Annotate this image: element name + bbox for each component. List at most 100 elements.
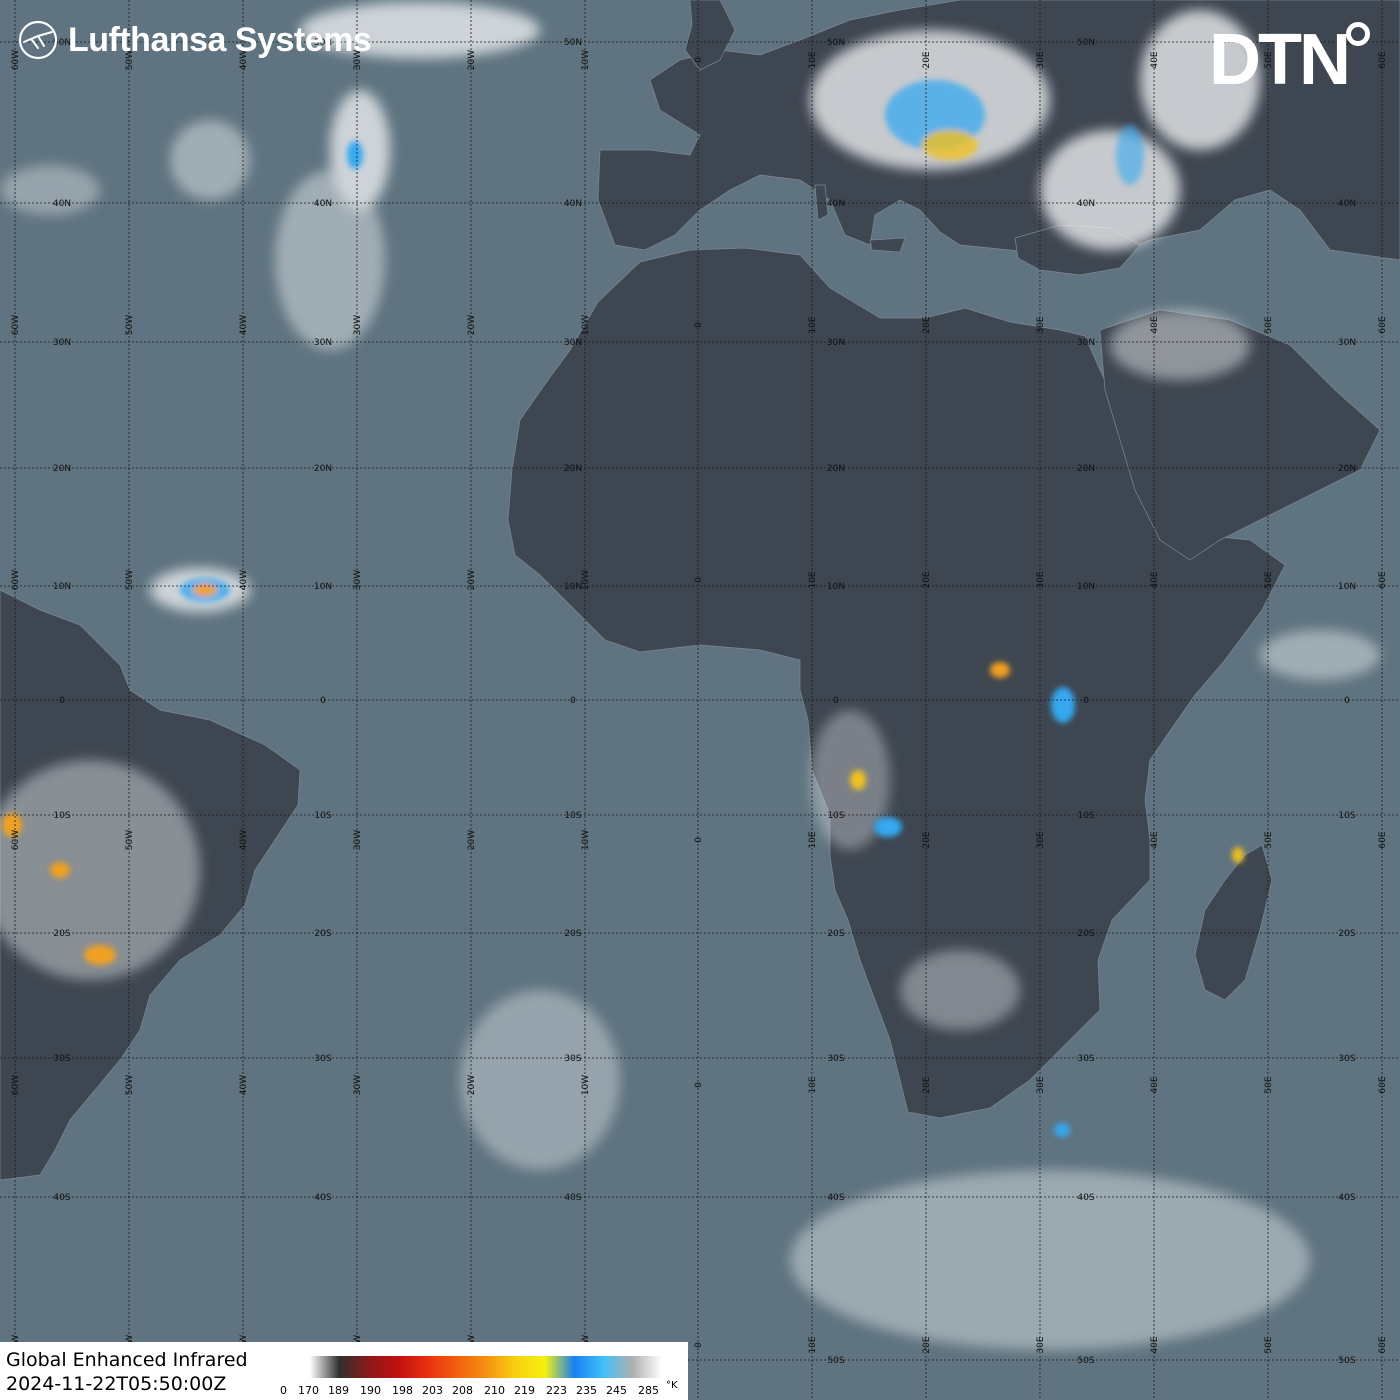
latitude-labels: 50N 50N 50N 50N 50N 50N 40N 40N 40N 40N 40N 40N 30N 3…: [53, 38, 1356, 1366]
longitude-label: 20W: [467, 1075, 477, 1095]
lufthansa-systems-logo: Lufthansa Systems: [18, 18, 372, 62]
latitude-label: 20S: [1338, 929, 1355, 939]
latitude-label: 20S: [564, 929, 581, 939]
latitude-label: 30N: [827, 338, 845, 348]
longitude-label: 60E: [1378, 1076, 1388, 1093]
valid-time: 2024-11-22T05:50:00Z: [6, 1373, 227, 1395]
latitude-label: 50S: [827, 1356, 844, 1366]
latitude-label: 30S: [53, 1054, 70, 1064]
longitude-label: 20E: [922, 831, 932, 848]
latitude-label: 40S: [314, 1193, 331, 1203]
lufthansa-systems-text: Lufthansa Systems: [68, 20, 372, 59]
longitude-label: 50E: [1264, 1336, 1274, 1353]
latitude-label: 20N: [827, 464, 845, 474]
longitude-label: 50E: [1264, 1076, 1274, 1093]
latitude-label: 50S: [1077, 1356, 1094, 1366]
colorbar-tick: 198: [392, 1384, 413, 1397]
latitude-label: 0: [1083, 696, 1089, 706]
latitude-label: 40N: [1077, 199, 1095, 209]
latitude-label: 50N: [1077, 38, 1095, 48]
colorbar-unit: °K: [666, 1380, 678, 1391]
convection-cells: [2, 80, 1244, 1137]
product-title: Global Enhanced Infrared: [6, 1349, 248, 1371]
latitude-label: 20N: [53, 464, 71, 474]
colorbar-tick: 285: [638, 1384, 659, 1397]
latitude-label: 40N: [53, 199, 71, 209]
longitude-label: 60E: [1378, 831, 1388, 848]
latitude-label: 40S: [1338, 1193, 1355, 1203]
latitude-label: 0: [570, 696, 576, 706]
colorbar-tick: 235: [576, 1384, 597, 1397]
longitude-label: 0: [694, 57, 704, 63]
british-isles: [684, 0, 736, 71]
longitude-label: 30W: [353, 1075, 363, 1095]
longitude-label: 40W: [239, 570, 249, 590]
colorbar-ticks: 0 170 189 190 198 203 208 210 219 223 235 245 285: [276, 1384, 686, 1398]
longitude-label: 40W: [239, 1075, 249, 1095]
longitude-label: 50W: [125, 50, 135, 70]
longitude-label: 50W: [125, 1075, 135, 1095]
dtn-text: DTN: [1209, 20, 1351, 100]
longitude-label: 30E: [1036, 1076, 1046, 1093]
latitude-label: 10S: [314, 811, 331, 821]
latitude-label: 0: [1344, 696, 1350, 706]
longitude-label: 10E: [808, 831, 818, 848]
longitude-label: 50W: [125, 570, 135, 590]
longitude-label: 30W: [353, 570, 363, 590]
longitude-label: 40E: [1150, 51, 1160, 68]
colorbar: [310, 1356, 662, 1378]
colorbar-tick: 245: [606, 1384, 627, 1397]
longitude-label: 10E: [808, 1336, 818, 1353]
latitude-label: 10S: [564, 811, 581, 821]
latitude-label: 20S: [827, 929, 844, 939]
latitude-label: 10S: [1338, 811, 1355, 821]
latitude-label: 50S: [1338, 1356, 1355, 1366]
latitude-label: 10S: [827, 811, 844, 821]
latitude-label: 20S: [314, 929, 331, 939]
latitude-label: 30S: [564, 1054, 581, 1064]
latitude-label: 30S: [1338, 1054, 1355, 1064]
latitude-label: 40S: [827, 1193, 844, 1203]
longitude-label: 40W: [239, 50, 249, 70]
longitude-label: 60W: [11, 1075, 21, 1095]
lufthansa-crane-icon: [18, 20, 58, 60]
longitude-label: 0: [694, 577, 704, 583]
latitude-label: 0: [59, 696, 65, 706]
colorbar-tick: 170: [298, 1384, 319, 1397]
longitude-label: 20E: [922, 1336, 932, 1353]
latitude-label: 0: [833, 696, 839, 706]
longitude-label: 60W: [11, 570, 21, 590]
colorbar-tick: 223: [546, 1384, 567, 1397]
longitude-label: 60E: [1378, 1336, 1388, 1353]
dtn-logo: DTN: [1209, 22, 1370, 96]
latitude-label: 30N: [53, 338, 71, 348]
colorbar-tick: 203: [422, 1384, 443, 1397]
latitude-label: 40S: [564, 1193, 581, 1203]
latitude-label: 50N: [314, 38, 332, 48]
latitude-label: 30S: [827, 1054, 844, 1064]
longitude-label: 10E: [808, 316, 818, 333]
longitude-label: 60E: [1378, 571, 1388, 588]
africa: [507, 247, 1286, 1119]
colorbar-tick: 210: [484, 1384, 505, 1397]
longitude-label: 40W: [239, 830, 249, 850]
latitude-label: 10S: [53, 811, 70, 821]
latitude-label: 20S: [53, 929, 70, 939]
latitude-label: 40N: [564, 199, 582, 209]
latitude-label: 40S: [53, 1193, 70, 1203]
latitude-label: 20S: [1077, 929, 1094, 939]
longitude-label: 60W: [11, 315, 21, 335]
colorbar-tick: 219: [514, 1384, 535, 1397]
longitude-label: 20E: [922, 571, 932, 588]
longitude-label: 30E: [1036, 831, 1046, 848]
longitude-label: 30W: [353, 315, 363, 335]
latitude-label: 10N: [564, 582, 582, 592]
longitude-label: 20W: [467, 50, 477, 70]
latitude-label: 40S: [1077, 1193, 1094, 1203]
longitude-label: 50E: [1264, 316, 1274, 333]
longitude-label: 60E: [1378, 51, 1388, 68]
longitude-label: 20W: [467, 315, 477, 335]
longitude-label: 40E: [1150, 1076, 1160, 1093]
cloud-fields: [0, 2, 1380, 1350]
